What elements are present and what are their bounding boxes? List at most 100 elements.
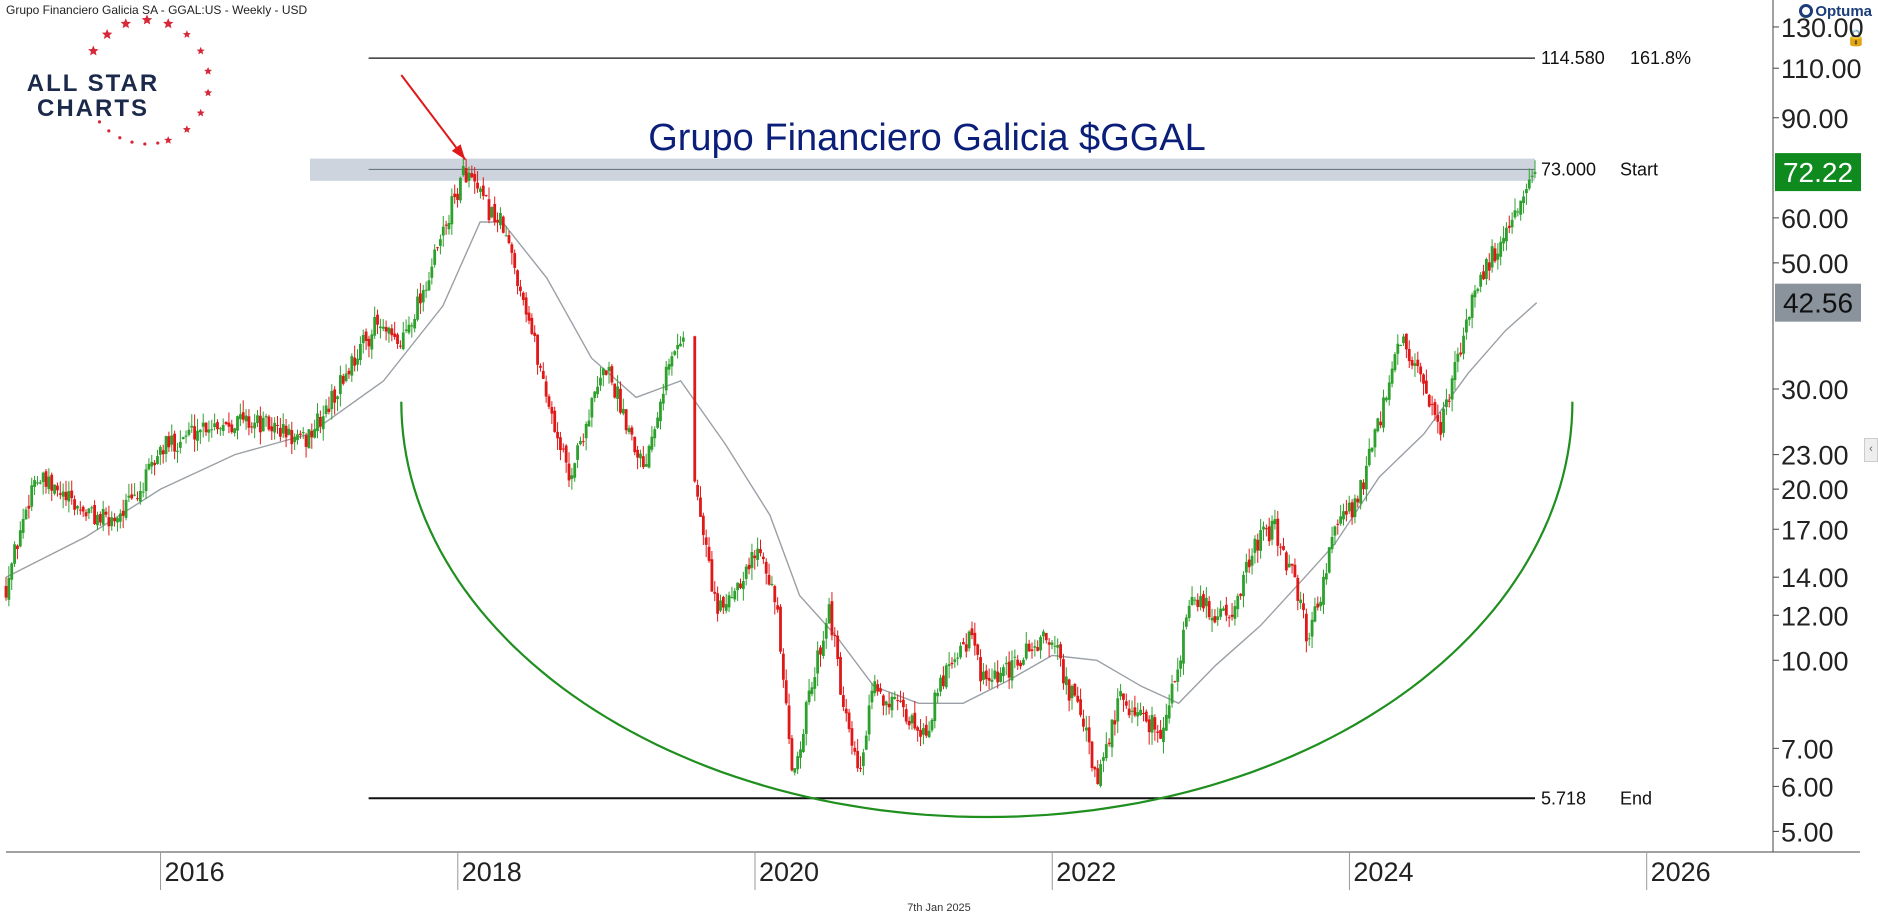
candle-body <box>1522 196 1525 204</box>
candle-body <box>773 586 777 603</box>
candle-body <box>1447 400 1451 402</box>
logo-dot <box>156 141 160 145</box>
candle-body <box>1256 539 1260 551</box>
candle-body <box>636 449 640 458</box>
candle-body <box>1147 719 1151 733</box>
y-tick-label: 110.00 <box>1781 54 1862 84</box>
candle-body <box>1084 727 1088 731</box>
y-axis: 130.00 110.00 90.00 60.00 50.00 30.00 23.00 20.… <box>1773 13 1864 847</box>
candle-body <box>324 405 328 415</box>
candle-body <box>84 512 88 517</box>
candle-body <box>484 195 488 197</box>
candle-body <box>1359 480 1363 504</box>
candle-body <box>278 427 282 437</box>
candle-body <box>130 494 134 499</box>
candle-body <box>1179 660 1183 669</box>
candle-body <box>527 312 531 321</box>
candle-body <box>967 631 971 649</box>
candle-body <box>16 545 19 550</box>
candle-body <box>1144 711 1148 722</box>
candle-body <box>913 712 917 729</box>
candle-body <box>30 485 34 507</box>
lock-icon[interactable]: 🔒 <box>1846 30 1866 47</box>
candle-body <box>301 432 305 434</box>
candle-body <box>601 368 605 376</box>
candle-body <box>1362 482 1365 490</box>
candle-body <box>1467 317 1471 320</box>
candle-body <box>713 591 717 594</box>
candle-body <box>356 358 359 365</box>
candle-body <box>170 435 174 445</box>
candle-body <box>841 695 845 708</box>
candle-body <box>530 317 534 334</box>
logo-star <box>88 45 99 56</box>
candle-body <box>1299 599 1303 603</box>
candle-body <box>984 670 988 680</box>
candle-body <box>90 507 94 509</box>
candle-body <box>1059 644 1062 659</box>
candle-body <box>50 474 54 491</box>
level-name-label: 161.8% <box>1630 48 1691 68</box>
candle-body <box>1336 523 1340 525</box>
candle-body <box>381 326 385 329</box>
candle-body <box>1213 616 1217 623</box>
candle-body <box>1104 744 1108 759</box>
candle-body <box>281 424 285 434</box>
candle-body <box>1113 720 1117 725</box>
candle-body <box>887 703 891 708</box>
candle-body <box>942 675 945 687</box>
y-tick-label: 17.00 <box>1781 515 1849 545</box>
y-tick-label: 60.00 <box>1781 204 1849 234</box>
candle-body <box>430 266 434 278</box>
candle-body <box>973 632 977 646</box>
candle-body <box>893 697 897 699</box>
candle-body <box>250 426 254 428</box>
logo-dot <box>143 142 147 146</box>
candle-body <box>96 514 99 526</box>
candle-body <box>901 699 905 708</box>
candle-body <box>78 509 82 511</box>
candle-body <box>361 335 365 344</box>
candle-body <box>330 391 334 410</box>
candle-body <box>373 316 377 336</box>
candle-body <box>1127 708 1131 716</box>
candle-body <box>113 518 117 522</box>
candle-body <box>1107 742 1111 745</box>
candle-body <box>1316 603 1320 608</box>
candle-body <box>733 590 737 600</box>
candle-body <box>833 635 837 637</box>
candle-body <box>1270 520 1274 540</box>
candle-body <box>847 712 851 730</box>
candle-body <box>444 224 448 226</box>
candle-body <box>844 708 848 714</box>
candle-body <box>479 188 482 192</box>
candle-body <box>970 628 974 636</box>
candle-body <box>993 670 997 679</box>
candle-body <box>467 172 471 181</box>
candle-body <box>1282 546 1285 550</box>
candle-body <box>1067 679 1071 701</box>
candle-body <box>850 728 854 746</box>
candle-body <box>870 690 874 703</box>
candle-body <box>1087 727 1091 743</box>
rounding-bottom-arc-layer <box>400 401 1574 819</box>
candle-body <box>1036 647 1040 651</box>
candle-body <box>101 508 105 525</box>
candle-body <box>647 445 651 468</box>
candle-body <box>1150 714 1154 733</box>
candle-body <box>721 596 725 608</box>
candle-body <box>761 556 765 560</box>
candle-body <box>899 700 902 702</box>
candle-body <box>930 719 934 731</box>
logo-star <box>182 125 191 133</box>
candle-body <box>270 426 274 432</box>
candle-body <box>896 700 900 702</box>
candle-body <box>378 326 382 329</box>
candle-body <box>759 549 762 554</box>
candle-body <box>587 420 591 427</box>
candle-body <box>987 677 991 681</box>
logo-star <box>182 30 191 38</box>
y-tick-label: 23.00 <box>1781 441 1849 471</box>
candle-body <box>1302 603 1305 611</box>
candle-body <box>144 469 148 492</box>
